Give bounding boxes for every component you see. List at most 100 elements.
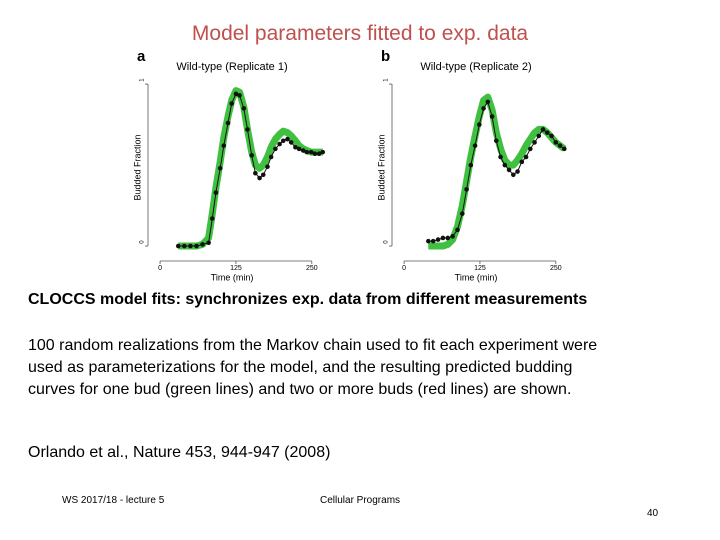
data-point: [506, 167, 512, 173]
footer-center: Cellular Programs: [320, 495, 401, 506]
data-point: [464, 187, 469, 192]
data-point: [532, 140, 537, 145]
body-line: 100 random realizations from the Markov …: [28, 337, 598, 354]
data-point: [540, 127, 546, 132]
data-point: [460, 211, 465, 216]
charts: a Wild-type (Replicate 1) Time (min) Budded…: [132, 48, 567, 282]
y-tick-label: 0: [384, 240, 390, 244]
data-point: [523, 154, 529, 160]
x-tick-label: 250: [550, 265, 562, 272]
x-tick-label: 0: [158, 265, 162, 272]
data-point: [194, 243, 199, 249]
data-point: [213, 190, 219, 195]
data-point: [557, 143, 563, 148]
x-tick-label: 250: [306, 265, 318, 272]
data-point: [544, 130, 550, 135]
x-axis-label: Time (min): [211, 272, 254, 282]
x-axis-label: Time (min): [455, 272, 498, 282]
data-point: [217, 166, 223, 171]
data-point: [481, 106, 486, 111]
data-point: [511, 172, 516, 178]
data-point: [241, 106, 247, 111]
data-point: [489, 114, 495, 119]
data-point: [200, 242, 205, 247]
data-point: [430, 238, 436, 244]
data-point: [553, 140, 559, 145]
data-point: [477, 122, 482, 127]
x-tick-label: 125: [474, 265, 486, 272]
data-line: [178, 93, 323, 247]
data-point: [494, 138, 499, 144]
chart-title: Wild-type (Replicate 1): [176, 61, 287, 73]
y-tick-label: 0: [140, 240, 146, 244]
data-point: [316, 151, 322, 157]
fit-curve: [178, 87, 323, 250]
data-point: [221, 143, 227, 148]
data-point: [445, 235, 451, 241]
data-point: [455, 227, 460, 233]
data-point: [450, 234, 455, 239]
data-point: [233, 91, 239, 97]
data-point: [296, 146, 302, 152]
data-point: [304, 149, 310, 155]
body-line: used as parameterizations for the model,…: [28, 359, 573, 376]
citation: Orlando et al., Nature 453, 944-947 (200…: [28, 444, 331, 461]
data-point: [293, 144, 298, 150]
data-point: [300, 148, 306, 153]
data-point: [280, 138, 286, 144]
data-point: [498, 154, 503, 160]
data-point: [549, 133, 554, 139]
caption: CLOCCS model fits: synchronizes exp. dat…: [28, 291, 588, 308]
panel-label: a: [137, 48, 146, 65]
fit-curve: [428, 93, 567, 250]
data-point: [440, 235, 446, 241]
data-point: [249, 153, 255, 158]
data-point: [472, 143, 478, 148]
data-point: [468, 162, 474, 168]
data-point: [260, 172, 266, 178]
data-point: [229, 101, 234, 106]
data-point: [515, 169, 520, 174]
data-point: [320, 149, 326, 155]
data-point: [206, 240, 211, 246]
data-point: [188, 243, 193, 249]
body-line: curves for one bud (green lines) and two…: [28, 381, 572, 398]
data-point: [308, 149, 314, 155]
x-tick-label: 0: [402, 265, 406, 272]
data-point: [435, 237, 441, 242]
data-point: [245, 127, 250, 132]
data-point: [288, 140, 294, 145]
data-point: [265, 164, 270, 169]
panel-label: b: [381, 48, 390, 65]
x-tick-label: 125: [230, 265, 242, 272]
y-tick-label: 1: [140, 78, 146, 82]
slide-title: Model parameters fitted to exp. data: [191, 22, 529, 45]
chart-title: Wild-type (Replicate 2): [420, 61, 531, 73]
data-point: [285, 136, 290, 142]
y-axis-label: Budded Fraction: [376, 134, 386, 200]
y-axis-label: Budded Fraction: [132, 134, 142, 200]
data-point: [268, 154, 274, 160]
data-point: [536, 133, 542, 139]
data-point: [277, 141, 282, 147]
data-point: [519, 159, 525, 165]
footer-left: WS 2017/18 - lecture 5: [62, 495, 165, 506]
data-point: [528, 146, 533, 152]
data-point: [561, 146, 567, 152]
body-text: 100 random realizations from the Markov …: [28, 335, 597, 401]
y-tick-label: 1: [384, 78, 390, 82]
data-point: [485, 99, 491, 105]
data-point: [273, 146, 278, 152]
data-point: [225, 120, 231, 126]
data-point: [426, 238, 431, 244]
data-point: [209, 216, 215, 221]
page-number: 40: [647, 508, 659, 519]
data-point: [175, 243, 181, 249]
data-point: [237, 93, 242, 98]
data-point: [257, 175, 262, 181]
data-point: [182, 243, 187, 249]
data-point: [253, 170, 258, 176]
data-point: [312, 151, 318, 157]
data-point: [502, 162, 508, 168]
